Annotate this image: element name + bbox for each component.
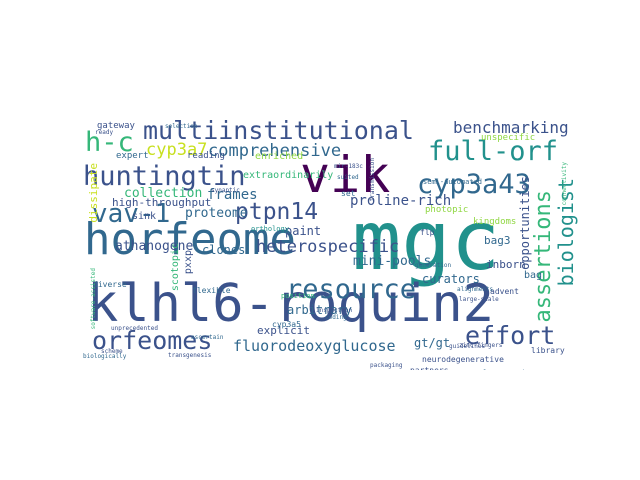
word-assertions: assertions xyxy=(531,190,556,323)
word-scotopic: scotopic xyxy=(170,243,181,292)
word-ascertain: ascertain xyxy=(191,334,224,341)
word-zinc-fingers: zinc-fingers xyxy=(459,342,503,349)
word-arbitrary: arbitrary xyxy=(287,303,353,317)
word-multiinstitutional: multiinstitutional xyxy=(143,118,414,145)
word-partners: partners xyxy=(410,367,449,371)
word-high-throughput: high-throughput xyxy=(112,196,212,209)
word-guidelines: guidelines xyxy=(449,343,486,350)
word-selection: selection xyxy=(165,123,198,130)
word-resource: resource xyxy=(286,274,417,305)
word-neurodegenerative: neurodegenerative xyxy=(422,355,504,364)
word-collection: collection xyxy=(124,186,203,201)
word-clones: clones xyxy=(202,243,246,257)
word-pxxp: pxxp xyxy=(183,250,194,275)
word-enriched: enriched xyxy=(255,151,304,162)
word-mir-183c: mir-183c xyxy=(334,163,363,170)
word-fluorodeoxyglucose: fluorodeoxyglucose xyxy=(233,337,396,355)
word-proteome: proteome xyxy=(185,206,248,221)
word-huntingtin: huntingtin xyxy=(83,161,246,192)
word-packaging: packaging xyxy=(370,362,403,369)
word-transmission: transmission xyxy=(369,158,376,202)
word-dissipate: dissipate xyxy=(87,163,100,223)
word-extraordinarily: extraordinarily xyxy=(243,170,334,181)
word-athanogene: athanogene xyxy=(115,239,194,254)
word-ptpn14: ptpn14 xyxy=(235,199,319,225)
word-cyp3a43: cyp3a43 xyxy=(417,169,531,200)
word-frames: frames xyxy=(207,187,258,203)
word-advent: advent xyxy=(490,287,519,296)
word-mgc: mgc xyxy=(352,194,501,289)
word-biologically: biologically xyxy=(83,353,127,360)
word-kingdoms: kingdoms xyxy=(473,217,517,227)
word-orthology: orthology xyxy=(251,225,289,233)
word-scheme: scheme xyxy=(101,348,123,355)
word-opportunities: opportunities xyxy=(518,176,532,270)
word-generation: generation xyxy=(415,262,452,269)
word-full-orf: full-orf xyxy=(428,136,559,167)
word-gateway: gateway xyxy=(97,121,135,131)
word-h-c: h-c xyxy=(85,127,134,158)
word-set: set xyxy=(341,189,356,198)
word-transgenesis: transgenesis xyxy=(168,352,212,359)
word-bag3: bag3 xyxy=(484,234,511,247)
word-vik: vik xyxy=(300,146,391,204)
word-library: library xyxy=(531,346,565,355)
word-photopic: photopic xyxy=(425,205,469,215)
word-benchmarking: benchmarking xyxy=(453,118,569,137)
word-connectivity: connectivity xyxy=(561,162,568,206)
word-orfeomes: orfeomes xyxy=(92,326,213,355)
word-large-scale: large-scale xyxy=(459,296,499,303)
word-cloud: mgc vik horfeome klhl6-roquin2 multiinstitut… xyxy=(79,118,581,370)
word-expert: expert xyxy=(116,151,149,161)
word-cyp3a7: cyp3a7 xyxy=(146,140,208,160)
word-software-assisted: software-assisted xyxy=(90,268,97,330)
word-unspecific: unspecific xyxy=(481,133,536,143)
word-gt-gt: gt/gt xyxy=(414,336,451,350)
word-effort: effort xyxy=(465,321,556,350)
word-ready: ready xyxy=(95,129,114,136)
word-horfeome: horfeome xyxy=(84,214,296,265)
word-vav-1: vav-1 xyxy=(92,199,171,229)
word-flexible: flexible xyxy=(192,286,231,295)
word-unprecedented: unprecedented xyxy=(111,325,158,332)
word-klhl6-roquin2: klhl6-roquin2 xyxy=(87,274,494,334)
word-proline-rich: proline-rich xyxy=(350,193,452,209)
word-reading: reading xyxy=(187,151,225,161)
word-paint: paint xyxy=(285,224,322,238)
word-bag: bag xyxy=(524,270,543,281)
word-heterospecific: heterospecific xyxy=(256,237,400,257)
word-semi-automated: semi-automated xyxy=(423,178,483,186)
word-curators: curators xyxy=(422,272,480,286)
word-explicit: explicit xyxy=(257,324,310,337)
word-sink: sink xyxy=(132,211,157,222)
word-coding: coding xyxy=(325,314,347,321)
word-diverse: diverse xyxy=(93,280,127,289)
word-comprehensive: comprehensive xyxy=(208,141,342,161)
word-inspection: inspection xyxy=(316,307,353,314)
word-inborn: inborn xyxy=(486,258,526,271)
word-cyp3a5: cyp3a5 xyxy=(272,320,301,329)
word-suited: suited xyxy=(337,174,359,181)
word-flp: flp xyxy=(420,228,435,237)
word-alignments: alignments xyxy=(457,286,494,293)
word-position: position xyxy=(281,292,315,300)
word-synaptic: synaptic xyxy=(211,187,240,194)
word-mini-pools: mini-pools xyxy=(353,254,432,269)
